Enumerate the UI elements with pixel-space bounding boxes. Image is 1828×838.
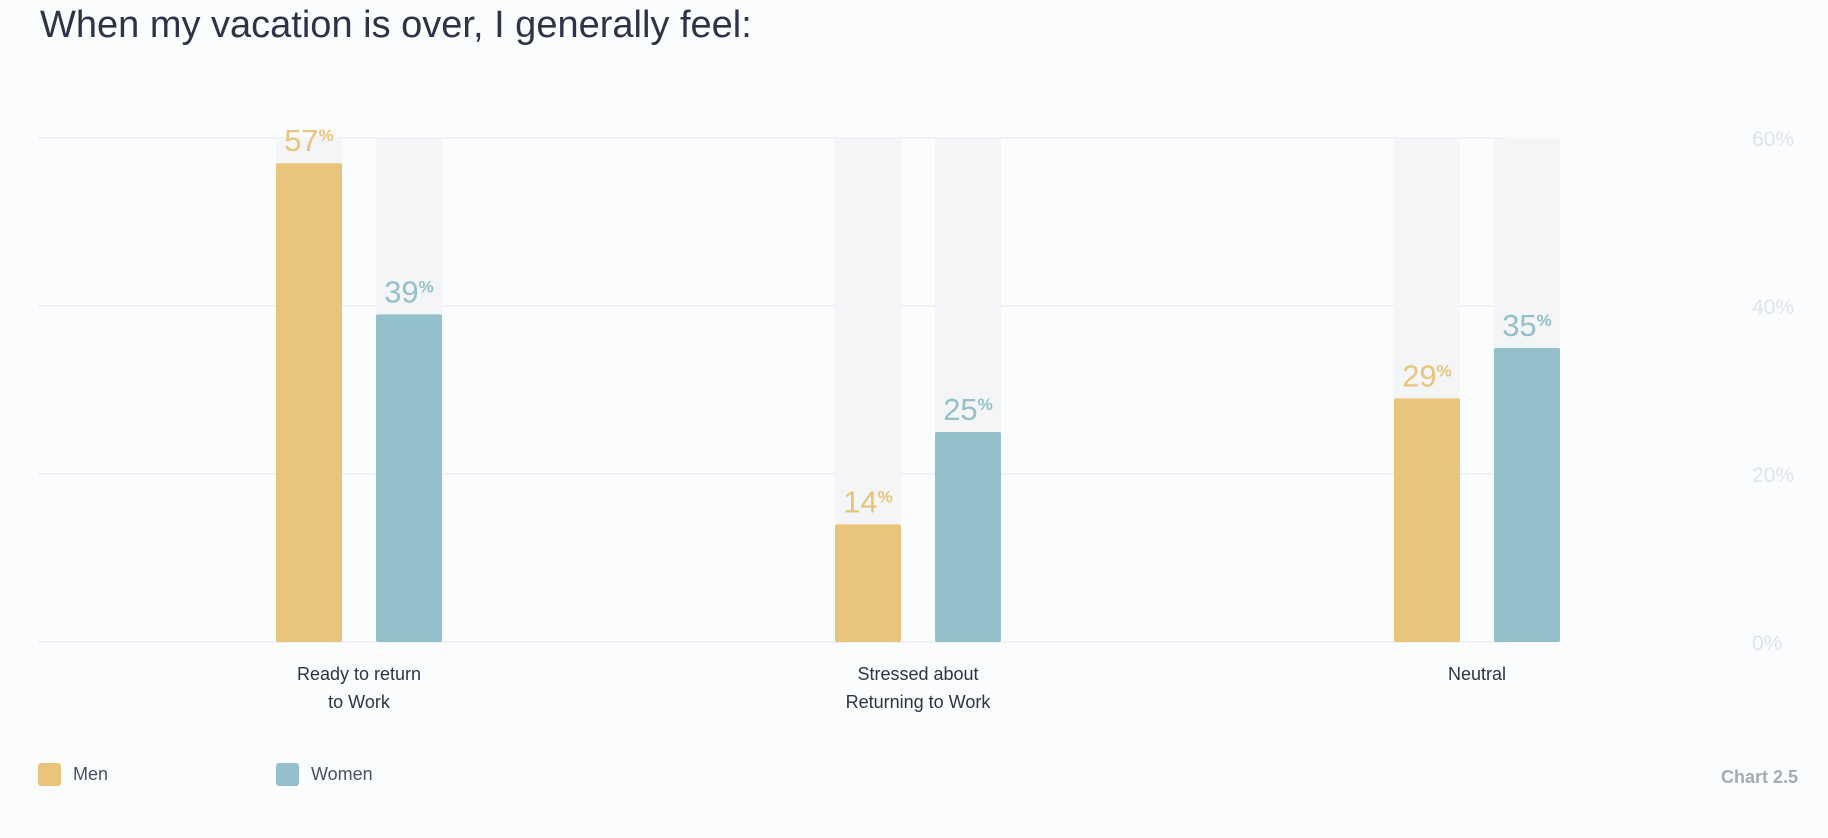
value-label-men-0: 57% bbox=[284, 123, 334, 158]
legend-swatch-men bbox=[38, 762, 61, 786]
bar-men-1 bbox=[835, 524, 901, 642]
value-label-men-2: 29% bbox=[1402, 358, 1452, 393]
value-label-women-1: 25% bbox=[943, 392, 993, 427]
y-tick-label-40: 40% bbox=[1752, 296, 1794, 319]
category-label-2: Neutral bbox=[1448, 664, 1506, 684]
category-label-0: Ready to return to Work bbox=[297, 664, 421, 712]
value-label-women-0: 39% bbox=[384, 274, 434, 309]
chart-number: Chart 2.5 bbox=[1720, 767, 1798, 787]
category-label-1: Stressed about Returning to Work bbox=[846, 664, 992, 712]
legend-label-men: Men bbox=[73, 763, 109, 784]
bar-men-2 bbox=[1394, 398, 1460, 642]
value-label-women-2: 35% bbox=[1502, 308, 1552, 343]
legend-item-women[interactable]: Women bbox=[276, 760, 373, 788]
bar-women-1 bbox=[935, 432, 1001, 642]
y-tick-label-0: 0% bbox=[1752, 632, 1782, 655]
bar-women-2 bbox=[1494, 348, 1560, 642]
chart-title: When my vacation is over, I generally fe… bbox=[40, 4, 752, 46]
legend-item-men[interactable]: Men bbox=[38, 760, 108, 788]
legend-label-women: Women bbox=[311, 763, 373, 784]
bar-women-0 bbox=[376, 314, 442, 642]
bar-men-0 bbox=[276, 163, 342, 642]
legend-swatch-women bbox=[276, 762, 299, 786]
value-label-men-1: 14% bbox=[843, 484, 893, 519]
y-tick-label-20: 20% bbox=[1752, 464, 1794, 487]
y-tick-label-60: 60% bbox=[1752, 128, 1794, 151]
